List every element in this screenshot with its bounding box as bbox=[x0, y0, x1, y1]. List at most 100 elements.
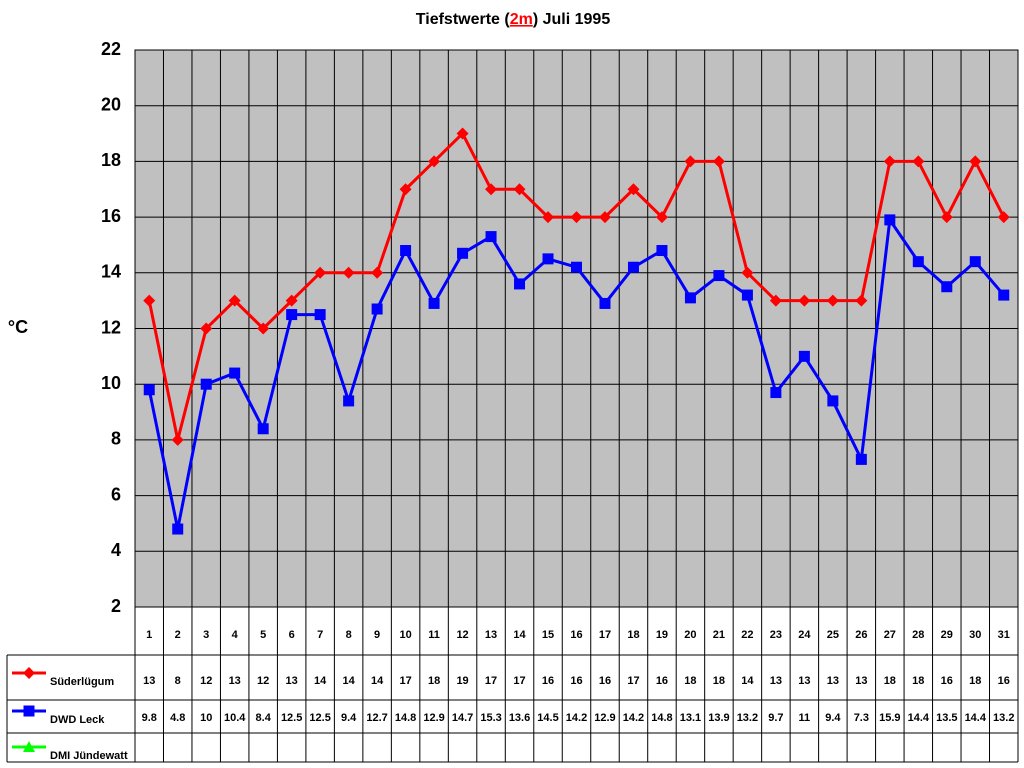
point bbox=[399, 183, 412, 196]
point bbox=[285, 294, 298, 307]
point bbox=[684, 155, 697, 168]
table-value: 13 bbox=[229, 675, 241, 687]
point bbox=[314, 309, 326, 321]
title-link[interactable]: 2m bbox=[510, 11, 533, 28]
table-value: 18 bbox=[969, 675, 981, 687]
table-value: 17 bbox=[399, 675, 411, 687]
table-value: 10.4 bbox=[224, 712, 246, 724]
category-label: 7 bbox=[317, 629, 323, 641]
table-value: 14.4 bbox=[965, 712, 987, 724]
point bbox=[428, 297, 440, 309]
point bbox=[514, 278, 526, 290]
category-label: 12 bbox=[456, 629, 468, 641]
legend-marker bbox=[23, 705, 35, 717]
table-value: 18 bbox=[428, 675, 440, 687]
point bbox=[570, 211, 583, 224]
category-label: 21 bbox=[713, 629, 725, 641]
table-value: 7.3 bbox=[854, 712, 869, 724]
table-value: 15.9 bbox=[879, 712, 900, 724]
point bbox=[855, 294, 868, 307]
y-tick-label: 22 bbox=[101, 39, 121, 59]
table-value: 16 bbox=[570, 675, 582, 687]
table-value: 18 bbox=[884, 675, 896, 687]
category-label: 17 bbox=[599, 629, 611, 641]
category-label: 29 bbox=[941, 629, 953, 641]
title-part: Tiefstwerte ( bbox=[416, 11, 511, 28]
category-label: 14 bbox=[513, 629, 526, 641]
point bbox=[571, 261, 582, 273]
table-value: 17 bbox=[485, 675, 497, 687]
chart-title: Tiefstwerte (2m) Juli 1995 bbox=[416, 11, 611, 28]
point bbox=[457, 247, 469, 259]
point bbox=[741, 289, 753, 301]
table-value: 14 bbox=[741, 675, 754, 687]
point bbox=[656, 245, 668, 257]
table-value: 14 bbox=[371, 675, 384, 687]
point bbox=[456, 127, 469, 140]
table-value: 17 bbox=[513, 675, 525, 687]
point bbox=[798, 350, 810, 362]
table-value: 19 bbox=[456, 675, 468, 687]
point bbox=[827, 395, 839, 407]
point bbox=[314, 266, 327, 279]
table-value: 16 bbox=[656, 675, 668, 687]
table-value: 13.9 bbox=[708, 712, 729, 724]
category-label: 5 bbox=[260, 629, 266, 641]
table-value: 9.8 bbox=[142, 712, 157, 724]
y-tick-label: 4 bbox=[111, 540, 121, 560]
table-value: 14.7 bbox=[452, 712, 473, 724]
table-value: 12.9 bbox=[423, 712, 444, 724]
point bbox=[542, 253, 554, 265]
point bbox=[343, 395, 355, 407]
table-value: 11 bbox=[799, 712, 811, 724]
table-value: 17 bbox=[627, 675, 639, 687]
point bbox=[770, 387, 782, 399]
point bbox=[912, 256, 924, 268]
table-value: 13.6 bbox=[509, 712, 530, 724]
category-label: 11 bbox=[428, 629, 440, 641]
table-value: 13.1 bbox=[680, 712, 701, 724]
table-value: 13.5 bbox=[936, 712, 957, 724]
category-label: 20 bbox=[684, 629, 696, 641]
table-value: 13 bbox=[143, 675, 155, 687]
table-value: 18 bbox=[713, 675, 725, 687]
category-label: 23 bbox=[770, 629, 782, 641]
category-label: 13 bbox=[485, 629, 497, 641]
table-value: 9.4 bbox=[825, 712, 841, 724]
point bbox=[342, 266, 355, 279]
point bbox=[826, 294, 839, 307]
y-tick-label: 16 bbox=[101, 206, 121, 226]
point bbox=[599, 297, 611, 309]
category-label: 8 bbox=[346, 629, 352, 641]
point bbox=[741, 266, 754, 279]
table-value: 14 bbox=[343, 675, 356, 687]
legend-label: DMI Jündewatt bbox=[50, 750, 128, 762]
point bbox=[143, 294, 156, 307]
point bbox=[684, 292, 696, 304]
y-tick-label: 6 bbox=[111, 484, 121, 504]
table-value: 12.9 bbox=[594, 712, 615, 724]
category-label: 19 bbox=[656, 629, 668, 641]
point bbox=[371, 266, 384, 279]
point bbox=[143, 384, 155, 396]
y-tick-label: 10 bbox=[101, 373, 121, 393]
point bbox=[912, 155, 925, 168]
table-value: 12.7 bbox=[366, 712, 387, 724]
point bbox=[769, 294, 782, 307]
legend-marker bbox=[23, 667, 35, 679]
table-value: 12.5 bbox=[281, 712, 302, 724]
category-label: 24 bbox=[798, 629, 811, 641]
category-label: 1 bbox=[146, 629, 152, 641]
point bbox=[513, 183, 526, 196]
point bbox=[969, 256, 981, 268]
point bbox=[940, 211, 953, 224]
y-tick-label: 20 bbox=[101, 94, 121, 114]
point bbox=[627, 183, 640, 196]
category-label: 18 bbox=[627, 629, 639, 641]
table-value: 4.8 bbox=[170, 712, 185, 724]
legend-label: DWD Leck bbox=[50, 714, 105, 726]
table-value: 14.2 bbox=[566, 712, 587, 724]
point bbox=[257, 423, 269, 435]
